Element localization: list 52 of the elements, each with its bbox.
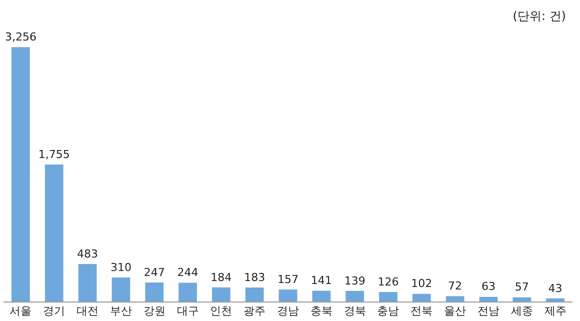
x-tick-label: 강원 <box>143 305 166 318</box>
x-tick-label: 경남 <box>277 305 299 318</box>
bar <box>479 296 498 302</box>
data-label: 102 <box>411 277 432 290</box>
data-label: 141 <box>310 274 332 288</box>
bar <box>212 287 230 302</box>
text: (단위: 건) <box>512 8 566 25</box>
x-tick-label: 경기 <box>43 305 66 318</box>
bar <box>446 296 464 302</box>
x-tick-label: 대전 <box>76 305 99 318</box>
bar <box>44 164 64 302</box>
bar <box>78 264 97 302</box>
data-label: 3,256 <box>4 30 36 44</box>
bar <box>178 282 197 302</box>
x-tick-label: 부산 <box>110 305 132 318</box>
bar <box>512 297 532 302</box>
x-tick-label: 충남 <box>377 305 400 318</box>
x-tick-label: 서울 <box>10 305 32 318</box>
data-label: 43 <box>548 282 562 295</box>
bar <box>245 287 264 302</box>
bar <box>346 290 364 302</box>
data-label: 247 <box>144 266 165 279</box>
x-tick-label: 광주 <box>244 305 266 318</box>
x-tick-label: 충북 <box>310 305 332 318</box>
data-label: 483 <box>77 247 98 260</box>
bar <box>145 282 164 302</box>
bar <box>312 290 331 302</box>
data-label: 57 <box>514 280 529 294</box>
data-label: 183 <box>244 270 266 284</box>
x-tick-label: 세종 <box>510 305 533 318</box>
x-tick-label: 제주 <box>544 305 566 318</box>
x-tick-label: 경북 <box>344 305 366 318</box>
data-label: 139 <box>344 274 366 288</box>
bar <box>546 298 564 302</box>
data-label: 184 <box>210 270 232 284</box>
bar <box>112 278 130 302</box>
x-tick-label: 대구 <box>176 305 199 318</box>
bar <box>412 294 431 302</box>
data-label: 1,755 <box>38 148 70 161</box>
data-label: 244 <box>177 266 198 280</box>
x-tick-label: 울산 <box>444 305 466 318</box>
x-tick-label: 인천 <box>210 305 232 318</box>
x-tick-label: 전북 <box>410 305 433 318</box>
x-tick-label: 전남 <box>477 305 500 318</box>
data-label: 63 <box>481 280 496 294</box>
data-label: 72 <box>448 280 462 293</box>
bar <box>278 290 298 302</box>
data-label: 310 <box>110 260 132 274</box>
bar <box>379 292 398 302</box>
bar <box>12 47 30 302</box>
data-label: 126 <box>378 275 399 288</box>
data-label: 157 <box>278 272 298 286</box>
